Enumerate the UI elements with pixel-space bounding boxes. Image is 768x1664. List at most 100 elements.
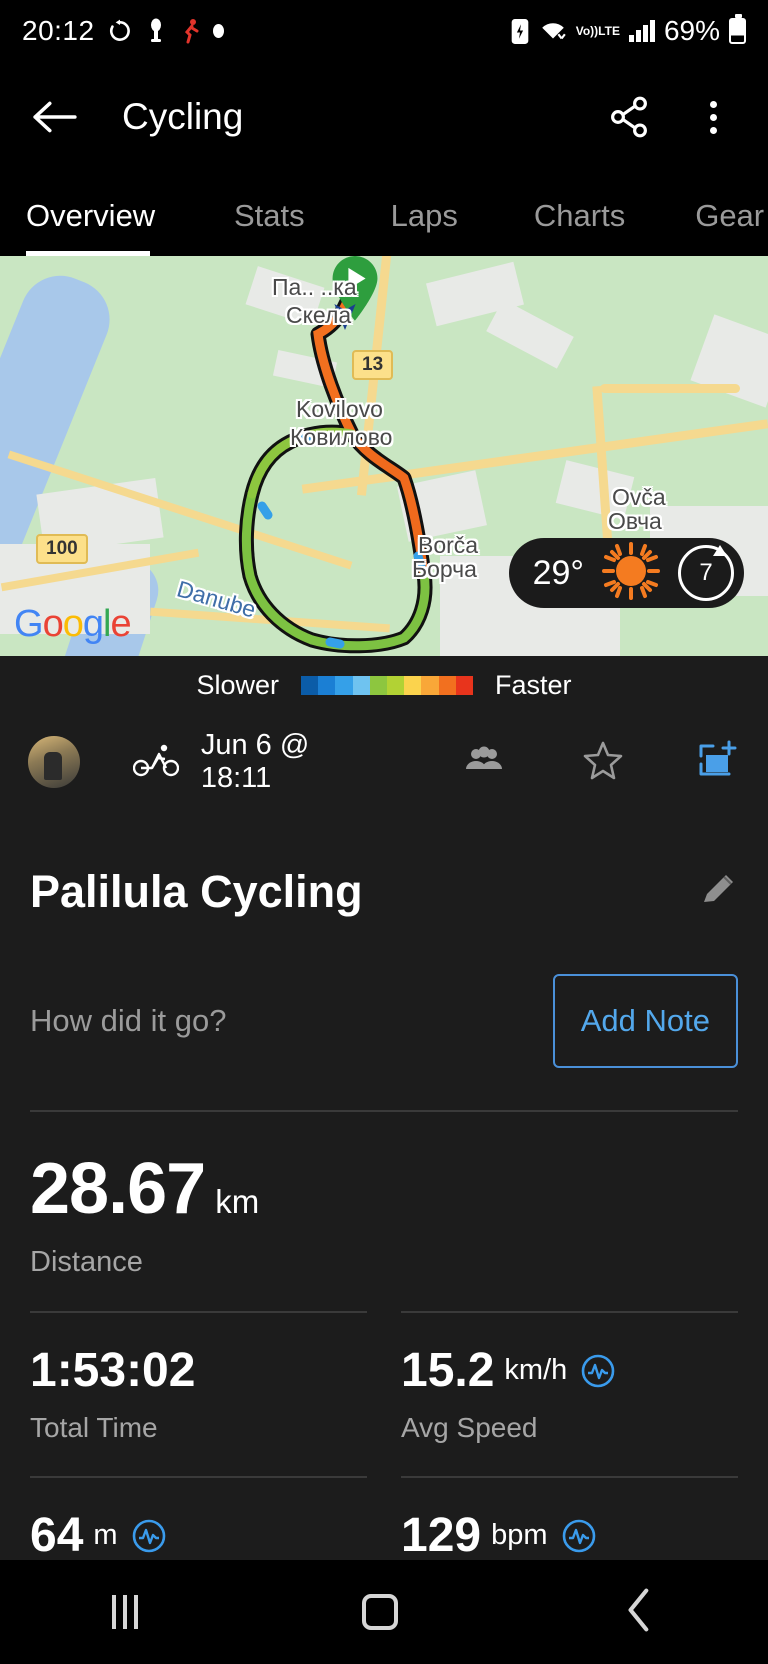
divider	[401, 1311, 738, 1313]
share-icon[interactable]	[604, 92, 654, 142]
system-back-button[interactable]	[622, 1587, 656, 1638]
star-icon[interactable]	[583, 740, 623, 785]
chart-icon[interactable]	[581, 1354, 615, 1388]
sync-icon	[107, 18, 133, 44]
weather-widget[interactable]: 29° 7	[508, 538, 744, 608]
battery-percent: 69%	[663, 15, 720, 46]
gps-track	[238, 278, 433, 654]
wind-value: 7	[699, 559, 713, 586]
total-ascent-value: 64	[30, 1509, 84, 1562]
volte-icon: Vo)) LTE	[575, 23, 620, 38]
legend-swatch	[318, 675, 336, 695]
tab-stats[interactable]: Stats	[234, 198, 305, 233]
legend-swatch	[369, 675, 388, 695]
app-bar-actions	[604, 92, 738, 142]
wifi-icon	[539, 19, 567, 43]
map-label-kovilovo-cyr: Ковилово	[290, 424, 393, 450]
total-ascent-unit: m	[93, 1519, 118, 1551]
map-label-borca-cyr: Борча	[412, 556, 477, 582]
legend-swatch	[352, 675, 370, 695]
battery-icon	[729, 14, 746, 44]
avatar[interactable]	[28, 736, 80, 788]
tab-gear[interactable]: Gear	[695, 198, 765, 233]
legend-swatch	[404, 675, 422, 695]
note-row: How did it go? Add Note	[0, 962, 768, 1080]
more-options-icon[interactable]	[688, 92, 738, 142]
legend-swatch	[438, 675, 456, 695]
weather-temperature: 29°	[532, 553, 584, 592]
avg-hr-value: 129	[401, 1509, 482, 1562]
stat-avg-speed: 15.2 km/h Avg Speed	[401, 1279, 738, 1444]
tab-charts[interactable]: Charts	[533, 198, 626, 233]
legend-faster-label: Faster	[495, 669, 572, 700]
start-marker-icon	[328, 256, 382, 322]
divider	[30, 1110, 738, 1112]
speed-legend: Slower Faster	[0, 656, 768, 714]
map-label-kovilovo-lat: Kovilovo	[296, 396, 383, 422]
activity-details: Jun 6 @ 18:11 Palilula Cycling	[0, 714, 768, 1608]
cycling-icon	[132, 743, 180, 782]
volte-bottom: LTE	[598, 23, 620, 38]
dot-icon	[212, 24, 224, 38]
sim-icon	[510, 18, 530, 45]
divider	[30, 1476, 367, 1478]
legend-swatch	[421, 675, 439, 695]
kebab-dots	[709, 100, 717, 134]
home-button[interactable]	[362, 1594, 398, 1630]
activity-map[interactable]: Па.. ..ка Скела Kovilovo Ковилово Borča …	[0, 256, 768, 656]
divider	[401, 1476, 738, 1478]
wind-indicator: 7	[678, 545, 734, 601]
lamp-icon	[145, 18, 167, 44]
map-label-paliluska: Па.. ..ка	[272, 274, 357, 300]
people-icon[interactable]	[463, 745, 505, 780]
note-placeholder[interactable]: How did it go?	[30, 1003, 227, 1038]
distance-value: 28.67	[30, 1149, 206, 1229]
status-time: 20:12	[22, 15, 95, 46]
google-watermark: Google	[14, 603, 132, 645]
activity-datetime: Jun 6 @ 18:11	[200, 729, 310, 794]
map-route-shield-100: 100	[36, 534, 88, 564]
avg-hr-unit: bpm	[491, 1519, 548, 1551]
tab-laps[interactable]: Laps	[390, 198, 458, 233]
legend-gradient	[301, 675, 474, 695]
total-time-value: 1:53:02	[30, 1344, 196, 1397]
avg-speed-unit: km/h	[504, 1354, 568, 1386]
recents-button[interactable]	[112, 1595, 138, 1629]
activity-title-row: Palilula Cycling	[0, 844, 768, 940]
avg-speed-value: 15.2	[401, 1344, 495, 1397]
activity-title: Palilula Cycling	[30, 866, 363, 917]
chart-icon[interactable]	[132, 1519, 166, 1553]
map-label-ovca-cyr: Овча	[608, 508, 662, 534]
volte-top: Vo))	[575, 23, 599, 38]
sun-icon	[600, 540, 662, 607]
legend-swatch	[301, 675, 319, 695]
pencil-icon[interactable]	[698, 870, 738, 915]
running-icon	[179, 18, 201, 44]
activity-meta-row: Jun 6 @ 18:11	[0, 714, 768, 810]
legend-swatch	[335, 675, 353, 695]
total-time-label: Total Time	[30, 1412, 158, 1443]
map-road	[600, 384, 740, 393]
page-title: Cycling	[122, 96, 244, 137]
add-note-button[interactable]: Add Note	[552, 974, 738, 1068]
legend-slower-label: Slower	[196, 669, 279, 700]
legend-swatch	[455, 675, 474, 695]
legend-swatch	[387, 675, 405, 695]
stat-total-time: 1:53:02 Total Time	[30, 1279, 367, 1444]
chart-icon[interactable]	[562, 1519, 596, 1553]
primary-stat-distance: 28.67 km Distance	[0, 1112, 768, 1279]
tab-overview[interactable]: Overview	[26, 198, 155, 256]
map-label-ovca-lat: Ovča	[612, 484, 666, 510]
divider	[30, 1311, 367, 1313]
android-navigation-bar	[0, 1560, 768, 1664]
distance-label: Distance	[30, 1246, 143, 1278]
status-bar: 20:12 Vo)) LTE 69%	[0, 0, 768, 62]
map-route-shield-13: 13	[352, 350, 394, 380]
current-position-icon	[334, 304, 356, 335]
status-bar-left: 20:12	[22, 15, 224, 47]
add-photo-icon[interactable]	[698, 740, 740, 785]
back-button[interactable]	[30, 92, 80, 142]
status-bar-right: Vo)) LTE 69%	[510, 14, 746, 47]
tab-bar: Overview Stats Laps Charts Gear	[0, 172, 768, 256]
avg-speed-label: Avg Speed	[401, 1412, 538, 1443]
